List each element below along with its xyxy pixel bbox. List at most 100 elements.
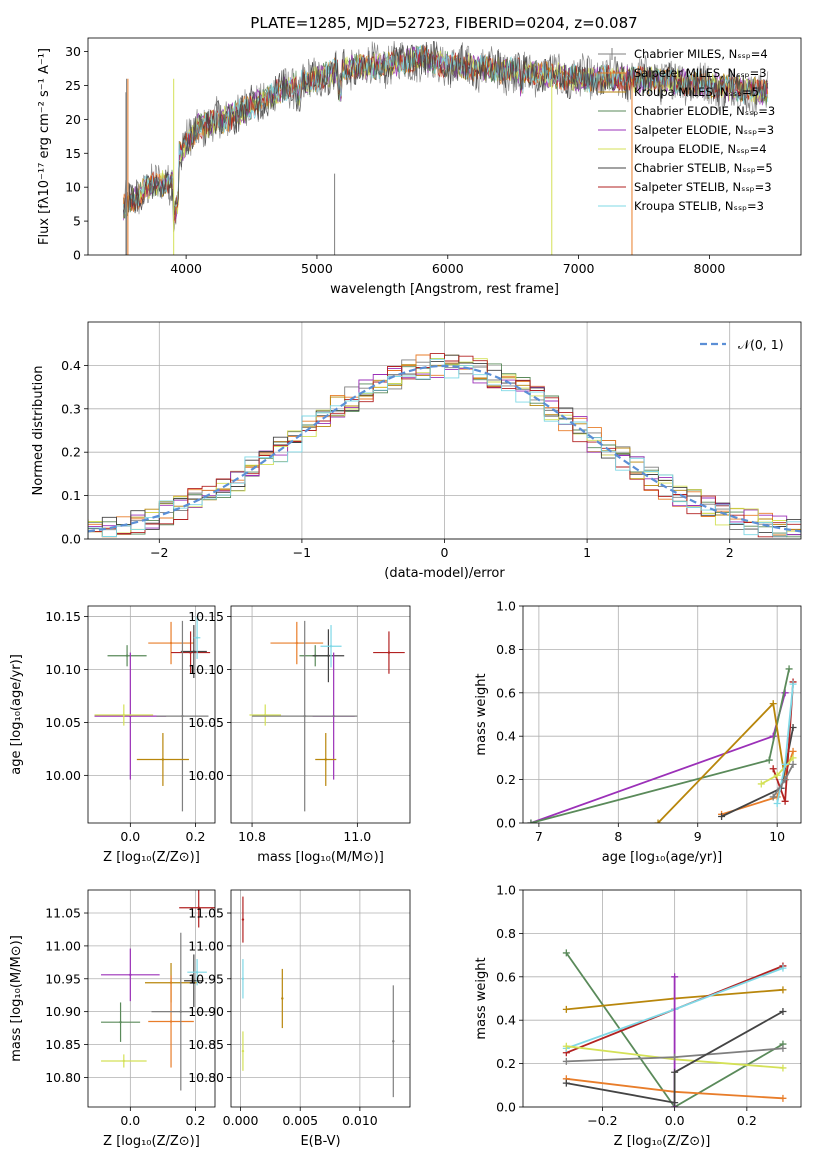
y-tick-label: 11.05 [188,906,224,921]
data-point [125,654,129,657]
data-point [327,654,330,657]
spectrum-series-line [122,41,769,219]
legend-label: Chabrier MILES, Nₛₛₚ=4 [634,47,768,61]
data-point [392,1040,395,1043]
data-point [195,970,199,974]
data-point-marker [671,1099,679,1107]
data-point-marker [789,680,797,688]
legend-label: Kroupa ELODIE, Nₛₛₚ=4 [634,142,767,156]
x-tick-label: 0.0 [665,1113,685,1128]
data-point [241,1049,245,1053]
plot-area [94,616,211,812]
axes-frame [522,605,802,824]
data-point [129,973,132,977]
plot-area [88,353,801,538]
x-tick-label: 1 [583,545,591,560]
x-axis-label: E(B-V) [300,1134,340,1149]
y-tick-label: 10.15 [188,609,224,624]
data-point [324,758,327,761]
x-axis-label: mass [log₁₀(M/M⊙)] [257,850,384,865]
y-axis-label: mass [log₁₀(M/M⊙)] [9,935,24,1062]
data-point [169,1020,173,1023]
data-point-marker [757,780,765,788]
data-point-marker [671,973,679,981]
data-point-marker [779,964,787,972]
y-axis-label: mass weight [474,957,489,1039]
data-point-marker [789,754,797,762]
data-point-marker [562,1042,570,1050]
x-tick-label: 0 [441,545,449,560]
axes-frame [87,889,216,1108]
y-tick-label: 10.05 [45,715,81,730]
data-point-marker [779,1044,787,1052]
data-point [195,636,199,639]
x-tick-label: 8000 [694,261,726,276]
x-tick-label: −2 [150,545,168,560]
x-tick-label: 9 [694,829,702,844]
data-point [295,641,299,645]
y-tick-label: 10.85 [188,1037,224,1052]
y-tick-label: 0.0 [61,532,81,547]
y-tick-label: 11.00 [188,938,224,953]
y-tick-label: 0.6 [496,969,516,984]
spectrum-panel: 4000 5000 6000 7000 8000 0 5 10 15 20 25 30 waveleng… [37,37,802,297]
data-point-marker [769,793,777,801]
data-point-marker [779,1094,787,1102]
data-point-marker [779,1064,787,1072]
plot-area [101,890,215,1091]
y-tick-label: 11.05 [45,906,81,921]
age-vs-mass-panel: 10.8 11.0 10.00 10.05 10.10 10.15 mass [log₁₀(… [188,605,411,865]
y-axis-label: Normed distribution [31,366,46,496]
data-point [241,918,245,921]
y-tick-label: 10.10 [45,662,81,677]
y-tick-label: 0.8 [496,642,516,657]
x-tick-label: 6000 [432,261,464,276]
x-tick-label: 10 [769,829,785,844]
data-point-marker [527,819,535,823]
series-line [530,668,790,823]
data-point [122,713,126,717]
series-line [530,692,786,823]
mass-vs-metallicity-panel: 0.0 0.2 10.80 10.85 10.90 10.95 11.00 11.05 Z [l… [9,889,216,1149]
weight-vs-metallicity-panel: −0.2 0.0 0.2 0.0 0.2 0.4 0.6 0.8 1.0 Z [log₁₀(Z/Z… [474,883,802,1149]
y-tick-label: 0.8 [496,926,516,941]
data-point-marker [773,799,781,807]
x-tick-label: 8 [614,829,622,844]
y-tick-label: 10.95 [188,971,224,986]
y-tick-label: 0.4 [496,729,516,744]
plot-area [249,620,405,812]
y-tick-label: 10.90 [45,1004,81,1019]
y-tick-label: 20 [65,112,81,127]
x-axis-label: Z [log₁₀(Z/Z⊙)] [103,850,200,865]
legend-label: 𝒩(0, 1) [738,337,784,352]
data-point [122,1059,126,1063]
data-point [197,906,200,909]
x-tick-label: 0.2 [186,829,206,844]
age-vs-metallicity-panel: 0.0 0.2 10.00 10.05 10.10 10.15 Z [log₁₀(Z/Z⊙)… [9,605,216,865]
axes-frame [87,37,802,256]
x-tick-label: 0.2 [186,1113,206,1128]
data-point-marker [671,1068,679,1076]
x-tick-label: 2 [726,545,734,560]
data-point [303,714,306,718]
y-axis-label: mass weight [474,673,489,755]
y-tick-label: 10.00 [45,768,81,783]
data-point [192,979,196,982]
plot-area [562,949,787,1107]
series-line [657,701,786,823]
x-tick-label: 0.0 [120,1113,140,1128]
y-tick-label: 0.2 [496,772,516,787]
data-point-marker [765,756,773,764]
mass-vs-extinction-panel: 0.000 0.005 0.010 10.80 10.85 10.90 10.95 11.00… [188,889,411,1149]
y-tick-label: 30 [65,44,81,59]
x-tick-label: 0.005 [282,1113,318,1128]
legend-label: Kroupa MILES, Nₛₛₚ=5 [634,85,759,99]
x-axis-label: Z [log₁₀(Z/Z⊙)] [614,1134,711,1149]
y-tick-label: 10.90 [188,1004,224,1019]
y-tick-label: 10.05 [188,715,224,730]
x-tick-label: 0.000 [223,1113,259,1128]
y-tick-label: 10.00 [188,768,224,783]
y-tick-label: 10.95 [45,971,81,986]
x-axis-label: age [log₁₀(age/yr)] [602,850,723,865]
